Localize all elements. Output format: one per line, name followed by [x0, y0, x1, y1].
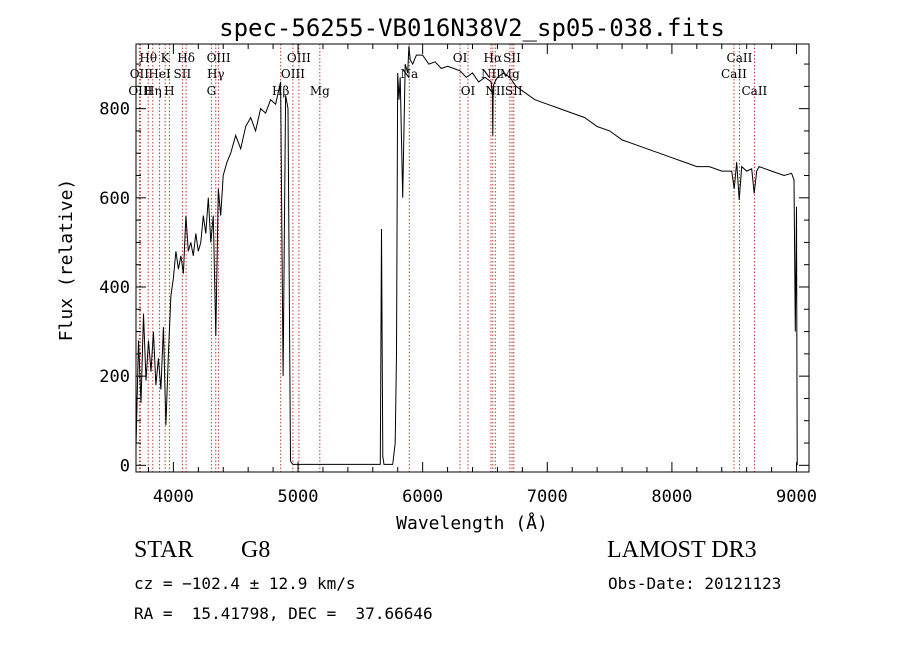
line-label-27: CaII [741, 84, 767, 98]
line-label-21: NII [485, 84, 505, 98]
line-label-23: Mg [500, 67, 520, 81]
emission-line-markers [138, 44, 755, 472]
x-tick-label-4: 8000 [651, 487, 692, 507]
x-tick-label-1: 5000 [278, 487, 319, 507]
survey-name: LAMOST DR3 [607, 537, 757, 563]
line-label-0: Hθ [139, 51, 157, 65]
line-label-24: SII [505, 84, 523, 98]
x-tick-label-5: 9000 [776, 487, 817, 507]
line-label-17: OI [453, 51, 468, 65]
line-label-8: Hδ [177, 51, 195, 65]
y-axis-ticks: 0 200 400 600 800 [99, 63, 809, 476]
line-label-22: SII [503, 51, 521, 65]
chart-title: spec-56255-VB016N38V2_sp05-038.fits [219, 14, 725, 42]
redshift-cz: cz = −102.4 ± 12.9 km/s [134, 574, 356, 593]
sky-coordinates: RA = 15.41798, DEC = 37.66646 [134, 604, 433, 623]
x-axis-label: Wavelength (Å) [396, 512, 548, 534]
line-label-2: OIII [128, 84, 152, 98]
line-label-5: K [161, 51, 171, 65]
observation-date: Obs-Date: 20121123 [608, 574, 782, 593]
y-tick-label-1: 200 [99, 367, 130, 387]
line-label-18: OI [461, 84, 476, 98]
line-label-16: Na [400, 67, 418, 81]
y-tick-label-0: 0 [120, 456, 130, 476]
line-label-6: H [164, 84, 174, 98]
line-label-26: CaII [721, 67, 747, 81]
line-label-4: HeI [148, 67, 171, 81]
line-label-20: NII [481, 67, 501, 81]
y-axis-label: Flux (relative) [56, 179, 77, 342]
line-label-25: CaII [727, 51, 753, 65]
line-label-14: OIII [281, 67, 305, 81]
line-label-15: Mg [310, 84, 330, 98]
x-tick-label-3: 7000 [527, 487, 568, 507]
y-tick-label-4: 800 [99, 100, 130, 120]
flux-series-line [135, 46, 798, 466]
line-label-13: OIII [287, 51, 311, 65]
object-class: STAR [134, 537, 194, 563]
line-label-11: G [207, 84, 217, 98]
line-label-9: OIII [207, 51, 231, 65]
object-subclass: G8 [241, 537, 271, 563]
line-label-7: SII [174, 67, 192, 81]
x-tick-label-0: 4000 [153, 487, 194, 507]
line-label-1: OII [130, 67, 150, 81]
x-tick-label-2: 6000 [402, 487, 443, 507]
plot-frame [135, 43, 810, 473]
y-tick-label-3: 600 [99, 189, 130, 209]
line-label-19: Hα [484, 51, 503, 65]
line-label-10: Hγ [207, 67, 225, 81]
x-axis-ticks: 4000 5000 6000 7000 8000 9000 [147, 44, 817, 507]
y-tick-label-2: 400 [99, 278, 130, 298]
line-label-3: Hη [144, 84, 162, 98]
